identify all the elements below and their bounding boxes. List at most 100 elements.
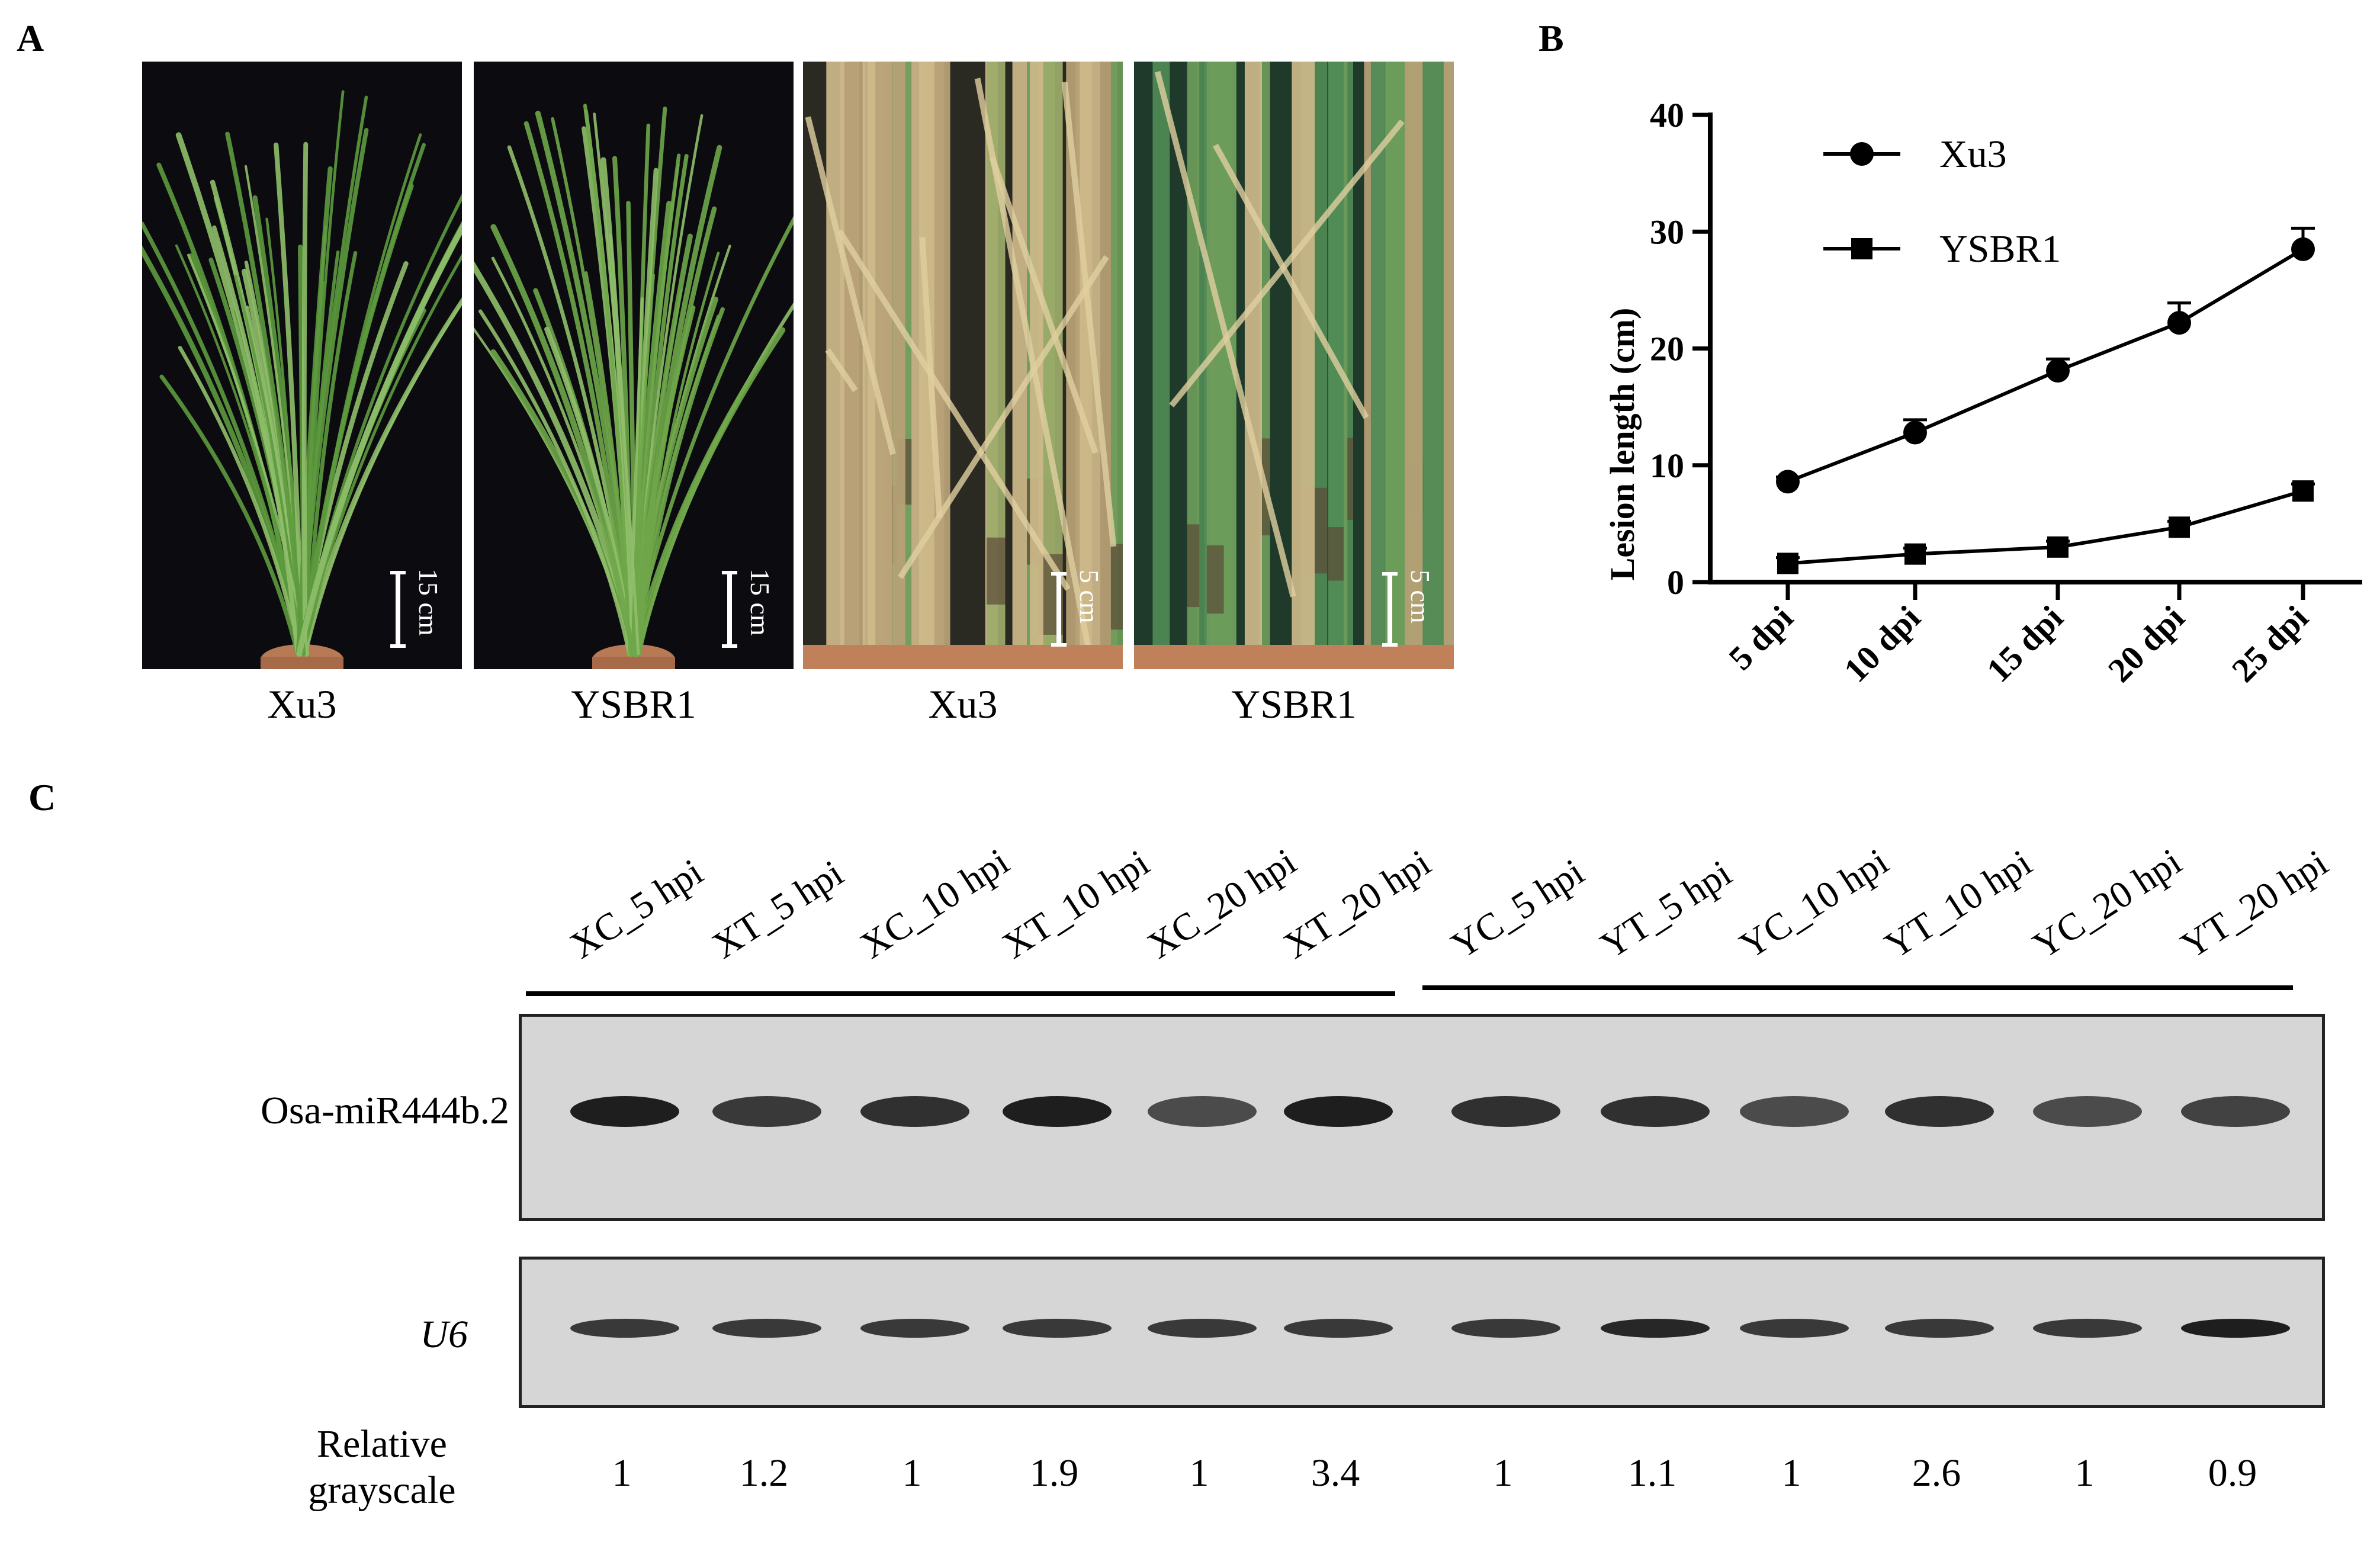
data-point-ysbr1 — [2169, 516, 2190, 538]
plant-photo — [474, 62, 794, 669]
grayscale-value: 2.6 — [1912, 1451, 1961, 1495]
mirna-band — [1451, 1096, 1560, 1127]
photo-label: YSBR1 — [1231, 682, 1357, 727]
scale-bar-label: 15 cm — [745, 568, 775, 636]
mirna-band — [860, 1096, 969, 1127]
x-tick-label: 5 dpi — [1721, 598, 1800, 677]
scale-bar-tick — [390, 644, 406, 648]
mirna-row-label: Osa-miR444b.2 — [261, 1089, 509, 1132]
grayscale-value: 1 — [1781, 1451, 1801, 1495]
data-point-xu3 — [2046, 358, 2070, 383]
u6-band — [1740, 1319, 1849, 1338]
mirna-band — [2181, 1096, 2290, 1127]
legend-marker — [1851, 238, 1872, 259]
grayscale-value: 1.1 — [1627, 1451, 1677, 1495]
grayscale-label: Relative grayscale — [296, 1421, 468, 1514]
scale-bar-tick — [1051, 572, 1067, 576]
scale-bar-tick — [722, 571, 737, 574]
mirna-band — [1740, 1096, 1849, 1127]
y-axis-label: Lesion length (cm) — [1603, 308, 1642, 581]
u6-band — [570, 1319, 679, 1338]
plant-image — [1134, 62, 1454, 669]
panel-label-b: B — [1539, 17, 1564, 59]
y-tick-label: 40 — [1650, 96, 1684, 134]
panel-label-a: A — [17, 17, 44, 59]
lane-label: XC_5 hpi — [563, 850, 711, 967]
lane-label: XT_20 hpi — [1276, 841, 1438, 967]
legend-label: Xu3 — [1939, 133, 2007, 176]
data-point-xu3 — [1776, 470, 1800, 494]
mirna-band — [1148, 1096, 1257, 1127]
legend-marker — [1850, 142, 1874, 166]
series-line-xu3 — [1787, 248, 2304, 484]
grayscale-value: 1.9 — [1029, 1451, 1079, 1495]
scale-bar — [1387, 572, 1392, 647]
lane-label: YC_20 hpi — [2025, 840, 2189, 967]
grayscale-value: 1 — [1189, 1451, 1209, 1495]
grayscale-value: 1 — [2074, 1451, 2095, 1495]
scale-bar-label: 5 cm — [1405, 570, 1435, 624]
grayscale-value: 3.4 — [1311, 1451, 1360, 1495]
grayscale-value: 0.9 — [2208, 1451, 2257, 1495]
mirna-band — [712, 1096, 821, 1127]
scale-bar-tick — [722, 644, 737, 648]
lane-label: YT_10 hpi — [1877, 841, 2039, 967]
mirna-band — [1284, 1096, 1393, 1127]
data-point-ysbr1 — [2292, 480, 2314, 502]
x-tick-label: 25 dpi — [2224, 598, 2315, 689]
scale-bar-label: 15 cm — [413, 568, 444, 636]
mirna-band — [1003, 1096, 1112, 1127]
x-tick-label: 20 dpi — [2100, 598, 2192, 689]
xu3-lanes-bar — [526, 991, 1395, 996]
u6-band — [860, 1319, 969, 1338]
u6-band — [1885, 1319, 1994, 1338]
scale-bar-tick — [1382, 643, 1398, 647]
u6-band — [1003, 1319, 1112, 1338]
scale-bar — [1056, 572, 1061, 647]
mirna-blot — [519, 1014, 2325, 1221]
scale-bar-tick — [1382, 572, 1398, 576]
lane-label: XC_20 hpi — [1140, 840, 1303, 967]
scale-bar — [727, 571, 732, 648]
u6-blot — [519, 1257, 2325, 1408]
photo-label: YSBR1 — [571, 682, 696, 727]
y-tick-label: 10 — [1650, 446, 1684, 485]
u6-band — [1451, 1319, 1560, 1338]
y-tick-label: 0 — [1667, 563, 1684, 602]
grayscale-value: 1 — [902, 1451, 922, 1495]
u6-band — [2181, 1319, 2290, 1338]
mirna-band — [1601, 1096, 1710, 1127]
data-point-xu3 — [1903, 420, 1927, 445]
mirna-band — [570, 1096, 679, 1127]
grayscale-label-line-2: grayscale — [308, 1469, 456, 1512]
lane-label: YC_10 hpi — [1732, 840, 1896, 967]
plant-image — [474, 62, 794, 669]
u6-band — [2033, 1319, 2142, 1338]
data-point-ysbr1 — [1904, 543, 1926, 565]
scale-bar-label: 5 cm — [1074, 570, 1104, 624]
y-tick-label: 30 — [1650, 213, 1684, 251]
data-point-ysbr1 — [2047, 536, 2069, 558]
lane-label: XC_10 hpi — [853, 840, 1016, 967]
lane-label: YC_5 hpi — [1444, 850, 1592, 967]
u6-band — [1284, 1319, 1393, 1338]
x-tick-label: 10 dpi — [1836, 598, 1928, 689]
panel-label-c: C — [28, 776, 56, 818]
scale-bar-tick — [1051, 643, 1067, 647]
legend-label: YSBR1 — [1939, 227, 2061, 271]
plant-image — [142, 62, 462, 669]
photo-label: Xu3 — [928, 682, 998, 727]
grayscale-value: 1 — [612, 1451, 632, 1495]
photo-label: Xu3 — [267, 682, 337, 727]
x-tick-label: 15 dpi — [1979, 598, 2070, 689]
ysbr1-lanes-bar — [1422, 985, 2293, 990]
mirna-band — [1885, 1096, 1994, 1127]
data-point-xu3 — [2167, 311, 2191, 335]
lesion-length-chart: 0 10 20 30 40 5 dpi 10 dpi 15 dpi 20 dpi 25 dpi X… — [1603, 96, 2362, 689]
grayscale-label-line-1: Relative — [317, 1422, 447, 1466]
plant-photo — [1134, 62, 1454, 669]
data-point-ysbr1 — [1777, 552, 1798, 574]
u6-band — [1601, 1319, 1710, 1338]
scale-bar-tick — [390, 571, 406, 574]
u6-band — [712, 1319, 821, 1338]
